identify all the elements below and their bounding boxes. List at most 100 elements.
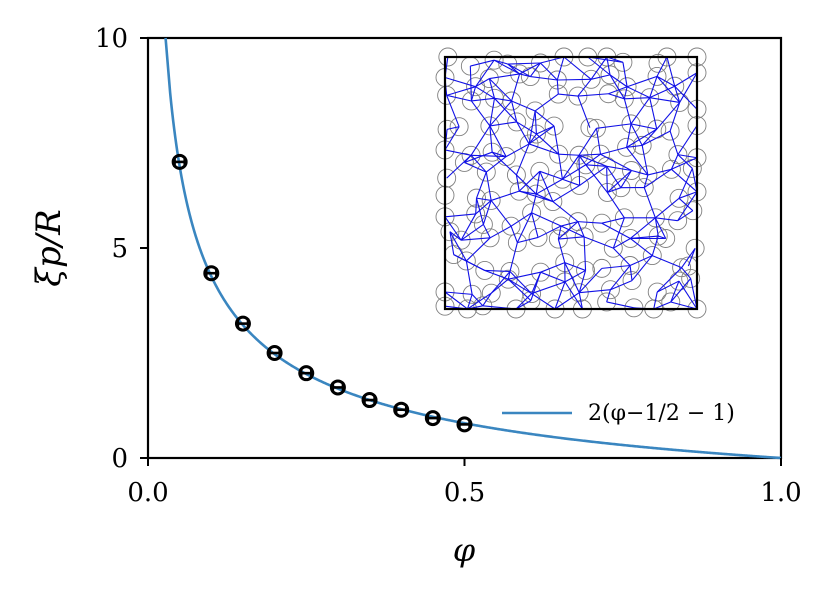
inset-edge xyxy=(643,187,656,219)
inset-disks xyxy=(435,47,707,319)
inset-edge xyxy=(476,197,492,201)
inset-disk xyxy=(548,84,568,104)
inset-edge xyxy=(528,125,555,145)
inset-edge xyxy=(671,168,698,193)
inset-edge xyxy=(578,154,607,167)
inset-edge xyxy=(606,165,622,188)
data-point xyxy=(456,416,473,433)
inset-edge xyxy=(578,154,587,166)
inset-disk xyxy=(502,91,522,111)
inset-edge xyxy=(656,102,681,130)
inset-edge xyxy=(562,164,587,180)
inset-edge xyxy=(490,271,511,294)
inset-edge xyxy=(489,121,517,127)
inset-edge xyxy=(471,293,484,307)
inset-edge xyxy=(489,125,507,157)
inset-edge xyxy=(609,74,625,100)
inset-edge xyxy=(608,86,628,95)
inset-edge xyxy=(446,94,472,102)
inset-edge xyxy=(600,153,632,171)
inset-edge xyxy=(606,165,632,172)
inset-edge xyxy=(671,157,698,170)
inset-disk xyxy=(531,262,551,282)
inset-disk xyxy=(632,135,652,155)
data-point xyxy=(234,315,251,332)
inset-edge xyxy=(449,231,467,262)
inset-edge xyxy=(649,97,658,130)
inset-edge xyxy=(674,86,681,103)
inset-edge xyxy=(470,100,491,127)
inset-disk xyxy=(522,203,542,223)
inset-disk xyxy=(620,256,640,275)
inset-edge xyxy=(613,237,631,249)
inset-edge xyxy=(518,170,541,192)
inset-edge xyxy=(475,59,495,88)
inset-edge xyxy=(626,147,649,176)
inset-edge xyxy=(557,221,579,240)
inset-edge xyxy=(554,292,580,310)
inset-disk xyxy=(480,228,500,248)
inset-edge xyxy=(578,267,603,294)
inset-disk xyxy=(668,211,688,231)
inset-disk xyxy=(592,213,612,233)
inset-edge xyxy=(656,280,680,293)
inset-edge xyxy=(624,97,650,100)
inset-disk xyxy=(449,117,469,137)
inset-edge xyxy=(590,74,611,80)
inset-disk xyxy=(647,66,667,86)
inset-edge xyxy=(612,247,631,266)
inset-edge xyxy=(687,248,696,267)
inset-edge xyxy=(531,281,566,295)
inset-edge xyxy=(578,153,601,156)
inset-edge xyxy=(463,154,472,163)
data-point xyxy=(393,401,410,418)
y-tick-label-1: 5 xyxy=(111,234,128,264)
inset-edge xyxy=(446,126,460,130)
inset-edge xyxy=(554,281,566,310)
inset-edge xyxy=(515,143,530,176)
inset-edge xyxy=(595,128,602,155)
inset-edge xyxy=(626,128,658,148)
inset-edge xyxy=(623,98,632,125)
inset-edge xyxy=(658,235,666,240)
inset-edge xyxy=(505,143,530,158)
inset-edge xyxy=(583,236,587,271)
inset-edge xyxy=(507,278,532,302)
inset-disk xyxy=(437,119,457,139)
inset-edge xyxy=(493,59,520,75)
inset-edge xyxy=(606,301,635,309)
inset-edge xyxy=(540,271,566,283)
inset-edge xyxy=(510,226,518,243)
inset-edge xyxy=(677,210,694,222)
inset-disk xyxy=(519,134,539,154)
inset-disk xyxy=(597,292,617,312)
inset-edge xyxy=(678,280,698,310)
inset-edge xyxy=(475,197,484,225)
inset-edge xyxy=(578,155,581,186)
inset-edge xyxy=(444,291,468,310)
inset-disk xyxy=(638,165,658,185)
inset-edge xyxy=(467,292,492,310)
inset-edge xyxy=(643,168,672,189)
inset-disk xyxy=(473,296,493,316)
inset-edge xyxy=(464,161,487,173)
inset-disk xyxy=(520,67,540,87)
inset-disk xyxy=(661,159,681,179)
inset-edge xyxy=(490,190,520,201)
inset-edge xyxy=(471,154,507,158)
inset-edge xyxy=(681,247,696,268)
inset-edge xyxy=(556,56,565,81)
inset-disk xyxy=(437,85,457,105)
inset-edge xyxy=(444,149,472,156)
inset-edge xyxy=(643,174,649,188)
inset-edge xyxy=(516,121,530,145)
inset-disk xyxy=(480,116,500,136)
x-axis-label: φ xyxy=(453,531,476,569)
inset-edge xyxy=(537,225,562,238)
inset-edge xyxy=(655,197,680,219)
data-point xyxy=(266,345,283,361)
inset-edge xyxy=(536,125,555,135)
inset-edge xyxy=(475,78,490,88)
inset-edge xyxy=(656,75,676,87)
inset-edge xyxy=(507,63,531,78)
